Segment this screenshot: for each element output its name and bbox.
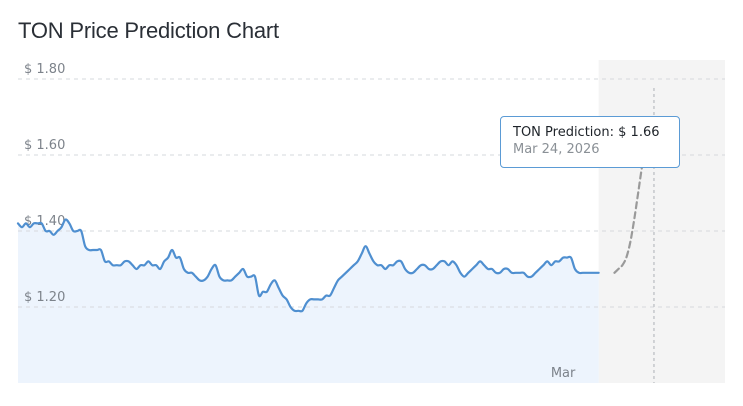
y-tick-label: $ 1.20 — [24, 290, 65, 305]
prediction-tooltip: TON Prediction: $ 1.66 Mar 24, 2026 — [500, 116, 680, 168]
tooltip-date: Mar 24, 2026 — [513, 142, 600, 157]
tooltip-series-label: TON Prediction: — [513, 125, 614, 140]
y-tick-label: $ 1.60 — [24, 138, 65, 153]
prediction-area — [598, 60, 725, 383]
x-tick-label: Mar — [551, 366, 576, 381]
y-tick-label: $ 1.40 — [24, 214, 65, 229]
history-line[interactable] — [16, 218, 600, 313]
y-tick-label: $ 1.80 — [24, 62, 65, 77]
tooltip-value: $ 1.66 — [618, 125, 660, 140]
chart-title: TON Price Prediction Chart — [18, 18, 279, 43]
